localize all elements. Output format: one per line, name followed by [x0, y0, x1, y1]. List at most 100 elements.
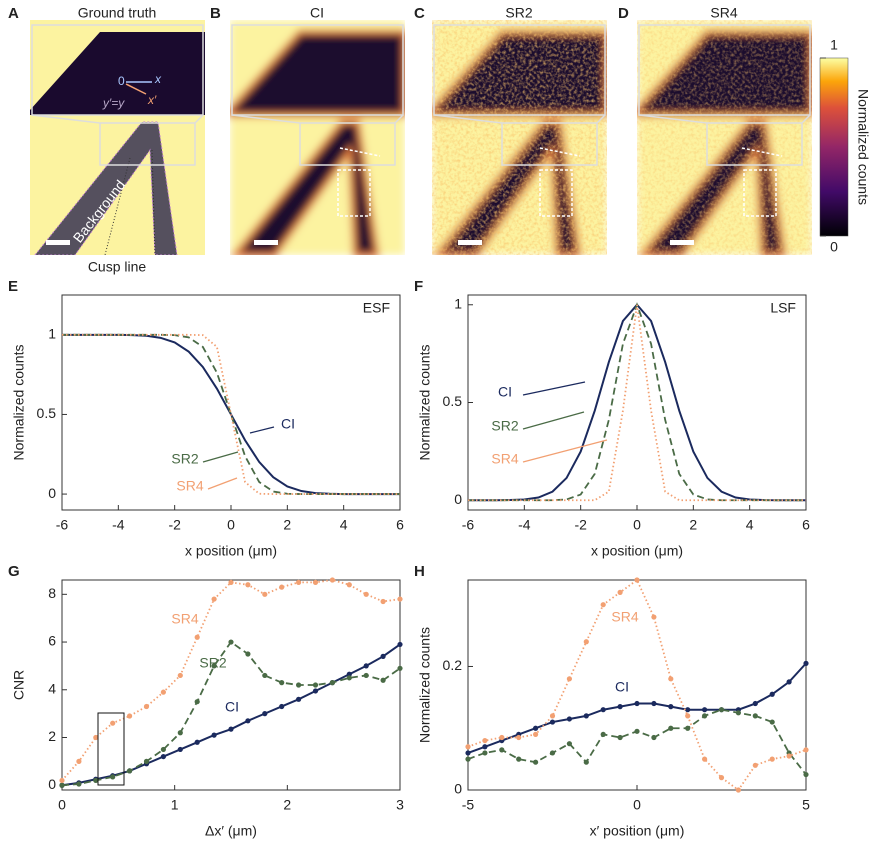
region-label: Cusp line — [88, 259, 147, 275]
data-point — [465, 756, 471, 762]
data-point — [211, 663, 217, 669]
data-point — [177, 730, 183, 736]
series-label: SR2 — [199, 655, 226, 671]
data-point — [482, 737, 488, 744]
plot-title: LSF — [770, 300, 796, 316]
data-point — [312, 688, 319, 694]
data-point — [752, 713, 758, 719]
data-point — [600, 707, 606, 713]
data-point — [194, 699, 200, 705]
y-tick-label: 1 — [48, 326, 56, 342]
data-point — [465, 750, 471, 756]
data-point — [363, 591, 369, 597]
plot-frame — [61, 579, 401, 791]
data-point — [93, 777, 99, 784]
data-point — [549, 713, 556, 719]
axis-label: y′=y — [102, 96, 125, 110]
data-point — [769, 691, 775, 697]
y-axis-label: Normalized counts — [11, 345, 27, 461]
data-point — [803, 747, 809, 753]
data-point — [279, 680, 285, 686]
panel-letter: H — [414, 563, 425, 580]
scale-bars — [46, 240, 694, 245]
y-tick-label: 1 — [454, 295, 462, 311]
data-point — [651, 734, 657, 741]
data-point — [600, 731, 606, 738]
label-arrow — [522, 439, 608, 463]
data-point — [228, 579, 234, 585]
series-label: SR4 — [491, 451, 518, 467]
label-arrow — [202, 451, 239, 463]
panel-title: Ground truth — [78, 5, 157, 21]
data-point — [583, 713, 589, 719]
data-point — [143, 703, 150, 710]
plot-frame — [61, 294, 401, 511]
data-point — [668, 704, 674, 710]
data-point — [786, 679, 792, 685]
data-point — [702, 756, 708, 762]
x-tick-label: -2 — [168, 517, 181, 533]
data-point — [194, 634, 200, 640]
data-point — [262, 672, 268, 679]
x-tick-label: 3 — [396, 797, 404, 813]
data-point — [786, 753, 792, 759]
data-point — [566, 741, 573, 747]
series-label: CI — [281, 416, 295, 432]
panel-title: SR2 — [505, 5, 532, 21]
data-point — [566, 676, 573, 682]
series-label: CI — [615, 679, 629, 695]
data-point — [346, 675, 352, 681]
data-point — [533, 759, 539, 765]
data-point — [397, 641, 403, 648]
y-axis-label: Normalized counts — [417, 627, 433, 743]
data-point — [59, 777, 65, 784]
y-axis-label: CNR — [11, 670, 27, 700]
data-point — [634, 577, 640, 583]
data-point — [177, 672, 183, 679]
data-point — [465, 744, 471, 750]
panel-d-image — [637, 20, 812, 255]
series-line — [467, 578, 807, 792]
data-point — [160, 746, 166, 753]
series-label: CI — [498, 384, 512, 400]
y-tick-label: 6 — [48, 633, 56, 649]
x-axis-label: Δx′ (μm) — [205, 823, 257, 839]
x-axis-label: x′ position (μm) — [590, 823, 685, 839]
x-tick-label: 6 — [802, 517, 810, 533]
data-point — [380, 598, 386, 605]
data-point — [363, 672, 369, 679]
panel-a-image — [30, 20, 205, 255]
axis-label: x — [154, 72, 162, 86]
data-point — [769, 756, 775, 762]
colorbar — [819, 57, 849, 237]
data-point — [617, 589, 623, 595]
series-line — [468, 303, 806, 502]
data-point — [634, 700, 640, 707]
roi-box — [97, 712, 125, 786]
data-point — [194, 739, 200, 745]
data-point — [752, 700, 758, 707]
data-point — [76, 758, 82, 764]
data-point — [533, 731, 539, 738]
x-tick-label: 2 — [283, 517, 291, 533]
x-tick-label: -4 — [112, 517, 125, 533]
data-point — [296, 579, 302, 585]
data-point — [566, 716, 573, 722]
label-arrow — [522, 411, 585, 430]
y-tick-label: 0 — [48, 485, 56, 501]
data-point — [211, 732, 217, 738]
panel-letter: C — [414, 5, 425, 22]
series-line — [62, 333, 400, 495]
data-point — [482, 744, 488, 750]
data-point — [634, 728, 640, 734]
data-point — [718, 775, 725, 781]
x-tick-label: 4 — [746, 517, 754, 533]
series-line — [468, 304, 806, 502]
data-point — [110, 720, 116, 726]
data-point — [228, 726, 234, 732]
series-label: SR4 — [611, 609, 638, 625]
x-tick-label: -4 — [518, 517, 531, 533]
x-tick-label: 0 — [58, 797, 66, 813]
panel-letter: F — [414, 278, 423, 295]
data-point — [380, 653, 386, 659]
